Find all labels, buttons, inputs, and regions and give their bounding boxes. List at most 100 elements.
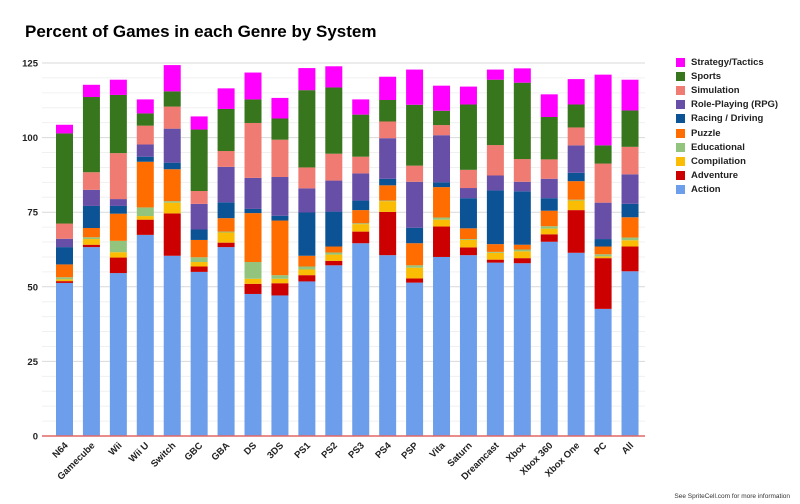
x-tick-label: PS1 xyxy=(293,440,314,461)
bar-segment-role-playing-rpg--wii-u xyxy=(136,144,154,157)
legend-swatch xyxy=(676,57,685,67)
bar-segment-sports-ps1 xyxy=(298,90,316,168)
bar-segment-educational-ps1 xyxy=(298,266,316,270)
legend-item: Action xyxy=(676,183,778,197)
footer-note: See SpriteCell.com for more information xyxy=(674,493,790,500)
bar-segment-strategy-tactics-gba xyxy=(217,88,235,109)
bar-segment-sports-saturn xyxy=(459,104,477,170)
legend-label: Educational xyxy=(691,141,745,153)
bar-segment-sports-gbc xyxy=(190,129,208,192)
bar-segment-racing-driving-xbox xyxy=(513,191,531,245)
bar-segment-sports-dreamcast xyxy=(486,79,504,146)
legend-swatch xyxy=(676,85,685,95)
bar-segment-action-ps1 xyxy=(298,281,316,436)
bar-segment-educational-dreamcast xyxy=(486,251,504,253)
bar-segment-puzzle-ps2 xyxy=(325,246,343,253)
bar-segment-simulation-3ds xyxy=(271,139,289,177)
bar-segment-action-n64 xyxy=(56,282,73,436)
legend-swatch xyxy=(676,114,685,124)
bar-segment-racing-driving-3ds xyxy=(271,215,289,221)
bar-segment-sports-n64 xyxy=(56,133,73,224)
bar-segment-role-playing-rpg--xbox-360 xyxy=(540,178,558,199)
bar-segment-simulation-ps3 xyxy=(352,156,370,174)
bar-segment-puzzle-ps4 xyxy=(379,185,397,201)
y-tick-label: 0 xyxy=(33,432,38,443)
legend-item: Role-Playing (RPG) xyxy=(676,98,778,112)
bar-segment-strategy-tactics-psp xyxy=(406,69,424,105)
bar-segment-simulation-vita xyxy=(433,125,451,136)
bar-segment-simulation-gba xyxy=(217,151,235,167)
bar-segment-role-playing-rpg--3ds xyxy=(271,176,289,216)
bar-segment-puzzle-saturn xyxy=(459,228,477,240)
bar-segment-role-playing-rpg--gamecube xyxy=(82,189,100,206)
legend-swatch xyxy=(676,156,685,166)
bar-segment-role-playing-rpg--wii xyxy=(109,199,127,206)
bar-segment-sports-switch xyxy=(163,91,181,107)
bar-segment-action-dreamcast xyxy=(486,262,504,436)
bar-segment-strategy-tactics-gbc xyxy=(190,116,208,130)
bar-segment-simulation-pc xyxy=(594,163,612,203)
bar-segment-educational-psp xyxy=(406,265,424,268)
bar-segment-strategy-tactics-all xyxy=(621,79,639,111)
bar-segment-adventure-ds xyxy=(244,283,262,294)
x-tick-label: GBA xyxy=(209,440,232,463)
bar-segment-compilation-xbox-one xyxy=(567,200,585,211)
bar-segment-puzzle-switch xyxy=(163,169,181,202)
bar-segment-action-pc xyxy=(594,308,612,436)
bar-segment-action-vita xyxy=(433,256,451,436)
bar-segment-strategy-tactics-gamecube xyxy=(82,84,100,98)
bar-segment-compilation-pc xyxy=(594,256,612,259)
bar-segment-sports-all xyxy=(621,110,639,147)
bar-segment-role-playing-rpg--gba xyxy=(217,166,235,203)
bar-segment-strategy-tactics-xbox-360 xyxy=(540,94,558,118)
bar-segment-educational-switch xyxy=(163,201,181,203)
bar-segment-adventure-gamecube xyxy=(82,244,100,248)
bar-segment-sports-xbox xyxy=(513,82,531,160)
bar-segment-action-xbox-360 xyxy=(540,241,558,436)
x-tick-label: PS2 xyxy=(319,440,339,460)
bar-segment-adventure-ps1 xyxy=(298,275,316,282)
bar-segment-sports-gba xyxy=(217,108,235,152)
bar-segment-compilation-3ds xyxy=(271,278,289,284)
legend-swatch xyxy=(676,171,685,181)
bar-segment-strategy-tactics-ps4 xyxy=(379,76,397,101)
bar-segment-action-ps4 xyxy=(379,255,397,436)
y-tick-label: 25 xyxy=(27,357,38,368)
bar-segment-compilation-psp xyxy=(406,267,424,279)
y-tick-label: 125 xyxy=(22,59,39,70)
bar-segment-strategy-tactics-xbox-one xyxy=(567,79,585,105)
bar-segment-racing-driving-n64 xyxy=(56,247,73,265)
bar-segment-racing-driving-gamecube xyxy=(82,205,100,229)
bar-segment-compilation-ps2 xyxy=(325,254,343,261)
bar-segment-sports-3ds xyxy=(271,118,289,140)
bar-segment-puzzle-pc xyxy=(594,246,612,255)
legend-label: Racing / Driving xyxy=(691,113,764,125)
bar-segment-simulation-xbox-360 xyxy=(540,159,558,179)
legend-swatch xyxy=(676,185,685,195)
bar-segment-simulation-switch xyxy=(163,106,181,129)
bar-segment-compilation-vita xyxy=(433,219,451,227)
bar-segment-puzzle-xbox xyxy=(513,244,531,250)
bar-segment-role-playing-rpg--xbox-one xyxy=(567,145,585,173)
x-tick-label: PC xyxy=(592,440,609,457)
bar-segment-strategy-tactics-n64 xyxy=(56,124,73,134)
bar-segment-simulation-all xyxy=(621,146,639,175)
bar-segment-puzzle-n64 xyxy=(56,264,73,278)
bar-segment-educational-saturn xyxy=(459,239,477,240)
legend-label: Puzzle xyxy=(691,127,721,139)
bar-segment-racing-driving-switch xyxy=(163,162,181,170)
legend-label: Action xyxy=(691,184,721,196)
bar-segment-simulation-wii-u xyxy=(136,125,154,145)
legend-label: Sports xyxy=(691,70,722,82)
bar-segment-racing-driving-ps1 xyxy=(298,212,316,256)
bar-segment-role-playing-rpg--dreamcast xyxy=(486,175,504,191)
bar-segment-action-gbc xyxy=(190,271,208,436)
bar-segment-racing-driving-gba xyxy=(217,202,235,219)
bar-segment-action-xbox xyxy=(513,263,531,436)
bar-segment-sports-vita xyxy=(433,110,451,126)
bar-segment-role-playing-rpg--psp xyxy=(406,181,424,228)
bar-segment-action-gamecube xyxy=(82,247,100,436)
bar-segment-action-wii-u xyxy=(136,234,154,436)
bar-segment-compilation-gbc xyxy=(190,262,208,267)
bar-segment-role-playing-rpg--ds xyxy=(244,177,262,209)
